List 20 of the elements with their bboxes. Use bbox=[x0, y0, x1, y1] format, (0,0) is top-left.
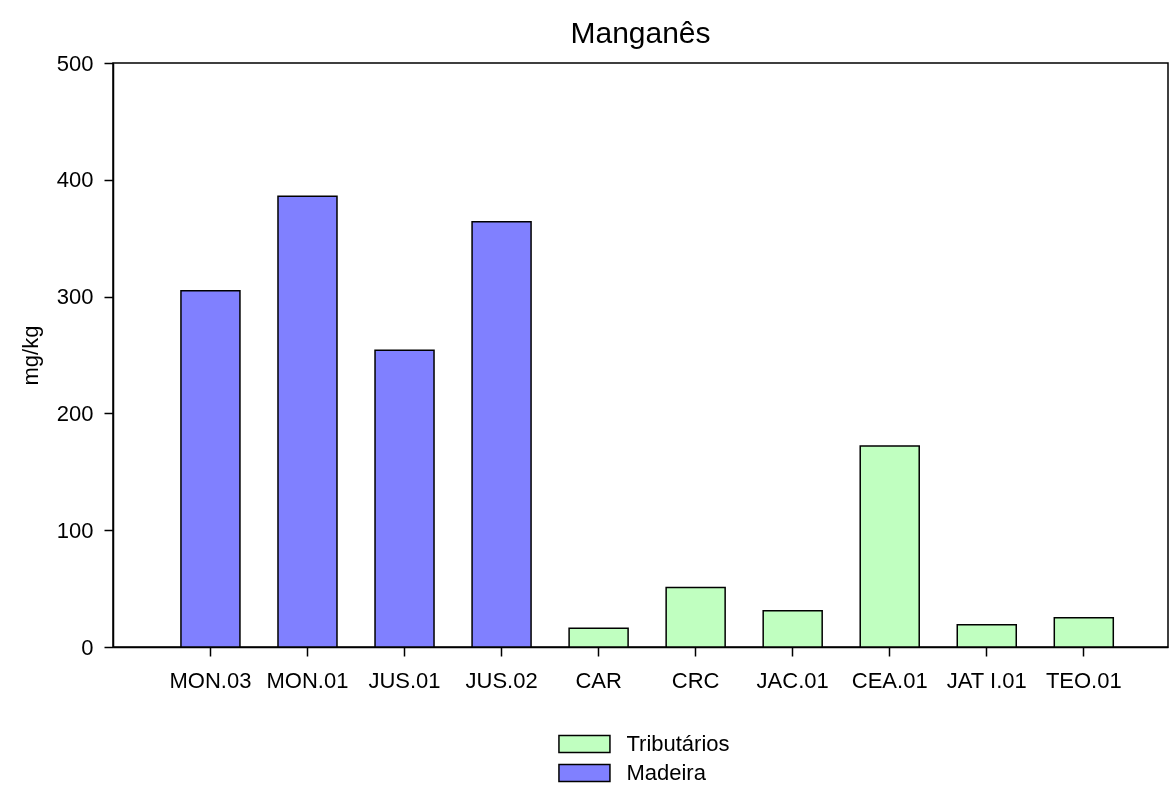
x-tick-label: TEO.01 bbox=[1045, 667, 1122, 693]
x-tick-label: MON.03 bbox=[169, 667, 252, 693]
x-tick-label: JAT I.01 bbox=[946, 667, 1027, 693]
x-tick-label: JUS.01 bbox=[368, 667, 441, 693]
x-tick-label: JUS.02 bbox=[465, 667, 538, 693]
chart-title: Manganês bbox=[570, 16, 711, 49]
x-tick-label: CEA.01 bbox=[851, 667, 928, 693]
y-tick-label: 300 bbox=[56, 284, 94, 310]
y-tick-label: 200 bbox=[56, 400, 94, 426]
y-tick-label: 400 bbox=[56, 167, 94, 193]
x-tick-label: JAC.01 bbox=[756, 667, 829, 693]
y-tick-label: 100 bbox=[56, 517, 94, 543]
x-tick-label: CAR bbox=[575, 667, 622, 693]
y-tick-label: 500 bbox=[56, 50, 94, 76]
x-tick-label: CRC bbox=[671, 667, 720, 693]
y-axis-title: mg/kg bbox=[17, 325, 43, 386]
y-tick-label: 0 bbox=[81, 634, 94, 660]
x-tick-label: MON.01 bbox=[266, 667, 349, 693]
legend-label: Tributários bbox=[626, 731, 730, 756]
legend-label: Madeira bbox=[626, 760, 707, 785]
